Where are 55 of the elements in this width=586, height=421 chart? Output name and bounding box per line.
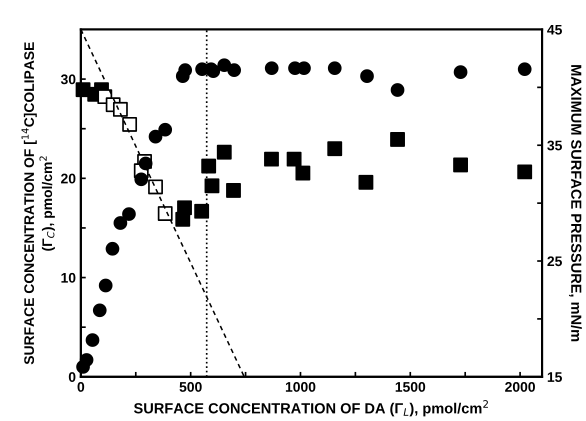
point xyxy=(122,116,138,132)
x-tick-label: 500 xyxy=(180,382,202,392)
x-tick-label: 2000 xyxy=(505,382,535,392)
point xyxy=(227,63,242,78)
point xyxy=(518,62,532,76)
y2-tick-label: 35 xyxy=(547,140,562,150)
point xyxy=(453,158,468,172)
point xyxy=(216,144,232,160)
point xyxy=(360,69,374,83)
x-axis-title: SURFACE CONCENTRATION OF DA (Γ$_{L}$), pmol/cm$^{2}$ xyxy=(134,400,488,416)
point xyxy=(148,130,162,144)
point xyxy=(112,102,128,117)
point xyxy=(297,61,311,76)
x-tick-label: 1000 xyxy=(286,382,316,392)
text: SURFACE CONCENTRATION OF [$^{14}$C]COLIPASE (Γ$_{C}$), pmol/cm$^{2}$ xyxy=(22,42,55,364)
point xyxy=(264,152,279,167)
y-tick-label: 10 xyxy=(61,272,76,283)
point xyxy=(122,207,136,221)
point xyxy=(80,353,94,367)
point xyxy=(204,178,220,194)
point xyxy=(201,158,216,174)
point xyxy=(327,141,342,156)
point xyxy=(358,174,374,190)
point xyxy=(86,333,100,347)
x-tick-label: 1500 xyxy=(396,382,426,392)
point xyxy=(206,64,220,78)
point xyxy=(92,303,107,318)
point xyxy=(194,204,210,219)
x-tick-label: 0 xyxy=(78,382,84,392)
point xyxy=(148,180,163,194)
point xyxy=(217,58,232,72)
y-tick-label: 20 xyxy=(61,174,76,184)
point xyxy=(286,152,302,167)
y2-tick-label: 25 xyxy=(547,256,562,266)
point xyxy=(114,216,128,230)
point xyxy=(264,61,279,76)
point xyxy=(134,172,148,186)
point xyxy=(175,212,190,227)
point xyxy=(517,164,532,180)
point xyxy=(390,83,404,97)
y2-tick-label: 45 xyxy=(547,24,562,35)
point xyxy=(390,132,405,147)
point xyxy=(158,206,173,221)
point xyxy=(106,242,120,256)
point xyxy=(454,65,468,79)
point xyxy=(158,122,172,137)
point xyxy=(328,61,342,76)
point xyxy=(295,166,310,180)
point xyxy=(226,182,241,198)
point xyxy=(178,63,192,78)
y-tick-label: 0 xyxy=(68,372,76,382)
y2-axis-title: MAXIMUM SURFACE PRESSURE, mN/m xyxy=(568,65,582,342)
y2-tick-label: 15 xyxy=(548,372,562,382)
y-tick-label: 30 xyxy=(60,74,76,84)
point xyxy=(98,278,113,292)
